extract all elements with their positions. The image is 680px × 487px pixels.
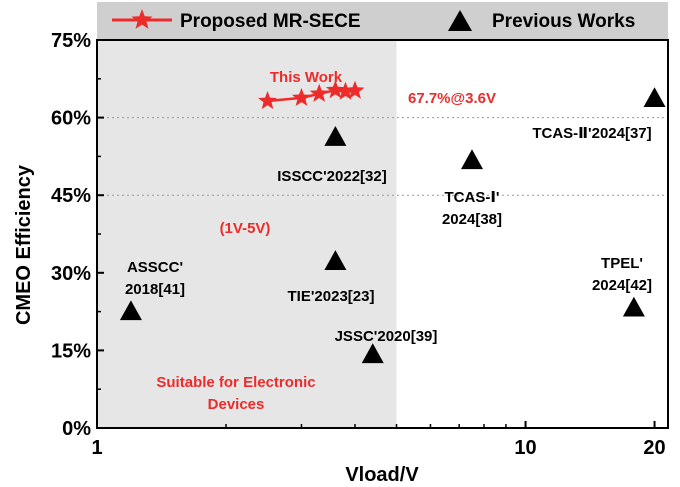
y-tick-label-45: 45% (51, 185, 91, 207)
proposed-point-0 (258, 91, 277, 110)
y-axis-title: CMEO Efficiency (13, 164, 35, 325)
legend-label-previous: Previous Works (492, 11, 635, 32)
point-label-tie: TIE'2023[23] (288, 288, 375, 305)
proposed-point-4 (335, 81, 355, 100)
point-label-tcas1-line-1: TCAS-Ⅰ' (445, 189, 500, 206)
point-label-tcas1-line-2: 2024[38] (442, 211, 502, 228)
point-label-jssc: JSSC'2020[39] (335, 328, 438, 345)
proposed-point-5 (345, 80, 365, 99)
y-tick-label-30: 30% (51, 263, 91, 285)
region-label-line-2: Devices (208, 396, 265, 413)
point-label-asscc-line-1: ASSCC' (127, 259, 183, 276)
proposed-point-2 (309, 83, 329, 102)
point-label-asscc-line-2: 2018[41] (125, 281, 185, 298)
legend-label-proposed: Proposed MR-SECE (180, 11, 361, 32)
y-tick-label-60: 60% (51, 108, 91, 130)
region-label-line-1: Suitable for Electronic (156, 374, 315, 391)
legend: Proposed MR-SECE Previous Works (97, 2, 668, 39)
previous-work-point-5 (622, 296, 645, 317)
previous-work-point-1 (324, 126, 347, 146)
point-label-tpel-line-1: TPEL' (601, 255, 643, 272)
annotation-voltage-range: (1V-5V) (220, 220, 271, 237)
point-label-isscc: ISSCC'2022[32] (277, 168, 386, 185)
proposed-point-3 (325, 80, 345, 99)
x-tick-label-1: 1 (91, 437, 102, 459)
x-axis-title: Vload/V (345, 464, 419, 486)
point-label-tcas2: TCAS-Ⅱ'2024[37] (532, 125, 651, 142)
shaded-region (97, 40, 397, 428)
legend-triangle-icon (448, 10, 472, 31)
previous-work-point-2 (324, 250, 347, 270)
point-label-tpel-line-2: 2024[42] (592, 277, 652, 294)
proposed-point-1 (292, 87, 311, 106)
previous-work-point-4 (460, 149, 483, 170)
legend-star-icon (131, 9, 153, 29)
x-tick-label-10: 10 (514, 437, 536, 459)
x-tick-label-20: 20 (643, 437, 665, 459)
previous-work-point-0 (119, 300, 142, 321)
annotation-this-work: This Work (270, 69, 343, 86)
legend-background (97, 2, 668, 39)
annotation-peak-efficiency: 67.7%@3.6V (408, 90, 496, 107)
y-tick-label-15: 15% (51, 340, 91, 362)
previous-work-point-6 (643, 87, 666, 108)
y-tick-label-0: 0% (62, 418, 91, 440)
previous-work-point-3 (361, 343, 384, 364)
y-tick-label-75: 75% (51, 30, 91, 52)
